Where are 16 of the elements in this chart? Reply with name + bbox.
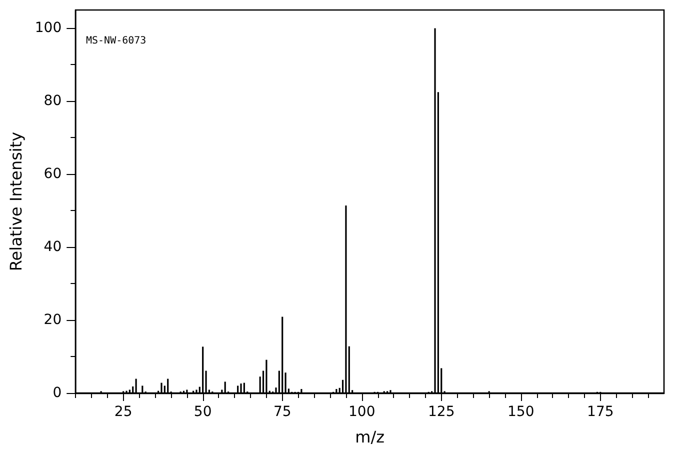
y-tick-label: 80 bbox=[44, 93, 62, 110]
x-tick-label: 75 bbox=[273, 404, 292, 420]
y-tick-label: 0 bbox=[52, 385, 62, 401]
x-tick-label: 50 bbox=[194, 404, 212, 420]
x-tick-label: 175 bbox=[587, 404, 614, 420]
annotation: MS-NW-6073 bbox=[86, 36, 146, 46]
y-tick-label: 60 bbox=[44, 166, 62, 182]
x-tick-label: 25 bbox=[114, 404, 132, 420]
x-tick-label: 125 bbox=[428, 404, 455, 420]
y-axis-title: Relative Intensity bbox=[6, 132, 26, 272]
x-tick-label: 150 bbox=[508, 404, 534, 420]
y-tick-label: 20 bbox=[44, 312, 62, 328]
x-axis-title: m/z bbox=[355, 428, 384, 446]
y-tick-label: 40 bbox=[44, 239, 62, 256]
y-tick-label: 100 bbox=[34, 20, 62, 36]
x-tick-label: 100 bbox=[348, 404, 376, 420]
